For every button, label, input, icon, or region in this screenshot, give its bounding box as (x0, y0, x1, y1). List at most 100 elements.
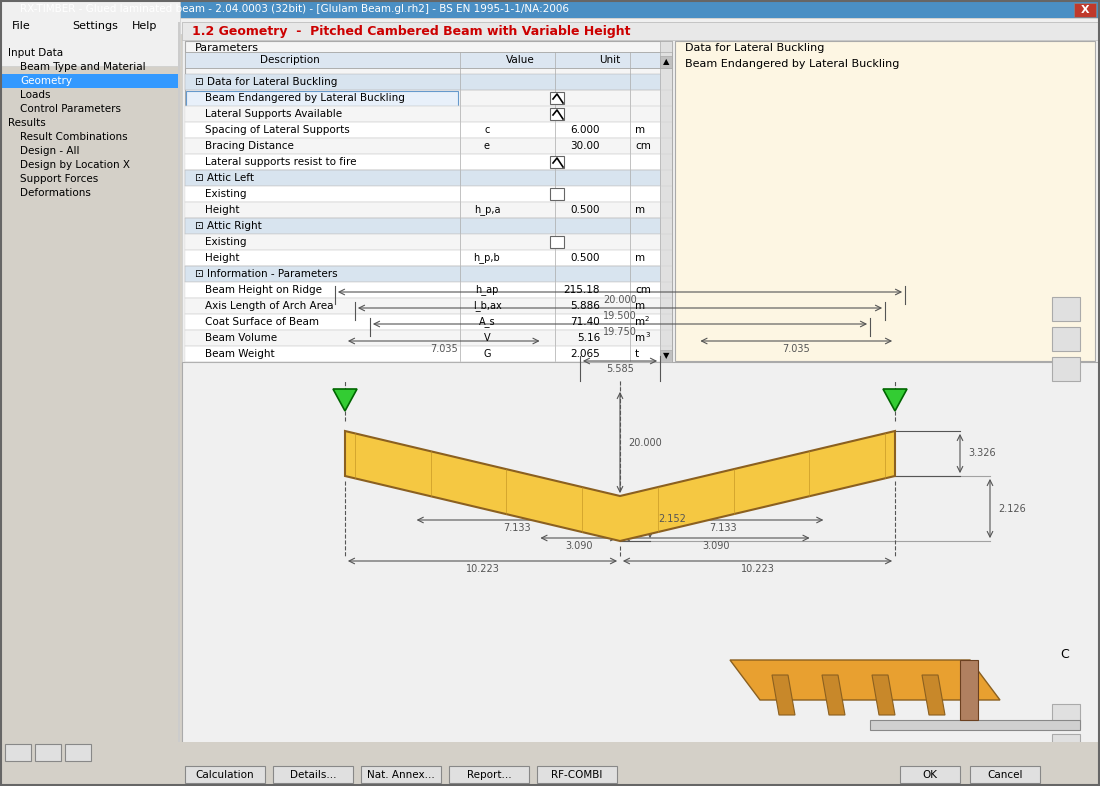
Bar (185, 138, 672, 154)
Text: Beam Volume: Beam Volume (205, 333, 277, 343)
Text: Report...: Report... (466, 770, 512, 780)
Text: 30.00: 30.00 (571, 141, 600, 151)
Text: Results: Results (8, 118, 46, 128)
Bar (0, 0, 180, 66)
Bar (1052, 327, 1080, 351)
Text: 2: 2 (645, 316, 649, 322)
Polygon shape (822, 675, 845, 715)
Bar (1052, 704, 1080, 728)
Bar (960, 660, 978, 720)
Text: 10.223: 10.223 (740, 564, 774, 574)
Text: h_p,b: h_p,b (474, 252, 500, 263)
Bar (65, 744, 91, 761)
Text: 7.133: 7.133 (503, 523, 530, 533)
Bar (361, 766, 441, 783)
Bar (0, 0, 1100, 18)
Polygon shape (870, 720, 1080, 730)
Text: 7.035: 7.035 (430, 344, 458, 354)
Text: Result Combinations: Result Combinations (20, 132, 128, 142)
Text: Bracing Distance: Bracing Distance (205, 141, 294, 151)
Text: 0.500: 0.500 (571, 253, 600, 263)
Bar (182, 22, 1100, 764)
Text: 2.065: 2.065 (570, 349, 600, 359)
Bar (185, 186, 672, 202)
Text: Beam Weight: Beam Weight (205, 349, 275, 359)
Text: m: m (635, 205, 645, 215)
Text: Existing: Existing (205, 237, 246, 247)
Bar (185, 330, 672, 346)
Text: A_s: A_s (478, 317, 495, 328)
Polygon shape (922, 675, 945, 715)
Text: RX-TIMBER - Glued laminated beam - 2.04.0003 (32bit) - [Glulam Beam.gl.rh2] - BS: RX-TIMBER - Glued laminated beam - 2.04.… (20, 4, 569, 14)
Polygon shape (730, 660, 1000, 700)
Bar (6, 744, 31, 761)
Text: Lateral Supports Available: Lateral Supports Available (205, 109, 342, 119)
Text: 71.40: 71.40 (570, 317, 600, 327)
Text: Design - All: Design - All (20, 146, 79, 156)
Polygon shape (345, 431, 895, 541)
Text: Unit: Unit (600, 55, 620, 65)
Bar (185, 154, 672, 170)
Bar (185, 122, 672, 138)
Text: RF-COMBI: RF-COMBI (551, 770, 603, 780)
Bar (550, 92, 564, 104)
Bar (1052, 357, 1080, 381)
Bar (185, 234, 672, 250)
Text: Nat. Annex...: Nat. Annex... (367, 770, 434, 780)
Bar (2, 74, 178, 88)
Text: X: X (1080, 5, 1089, 15)
Text: V: V (484, 333, 491, 343)
Text: 7.035: 7.035 (782, 344, 810, 354)
Text: Existing: Existing (205, 189, 246, 199)
Text: e: e (484, 141, 490, 151)
Bar (675, 41, 1094, 361)
Bar (185, 218, 672, 234)
Text: m: m (635, 301, 645, 311)
Text: G: G (483, 349, 491, 359)
Text: Value: Value (506, 55, 535, 65)
Bar (185, 106, 672, 122)
Text: 3.090: 3.090 (565, 541, 593, 551)
Bar (185, 298, 672, 314)
Text: m: m (635, 333, 645, 343)
Bar (0, 742, 1100, 764)
Bar (185, 266, 672, 282)
Text: Geometry: Geometry (20, 76, 72, 86)
Bar (185, 282, 672, 298)
Bar (1052, 297, 1080, 321)
Text: Spacing of Lateral Supports: Spacing of Lateral Supports (205, 125, 350, 135)
Text: 215.18: 215.18 (563, 285, 600, 295)
Text: Height: Height (205, 253, 240, 263)
Text: 5.886: 5.886 (570, 301, 600, 311)
Text: 1.2 Geometry  -  Pitched Cambered Beam with Variable Height: 1.2 Geometry - Pitched Cambered Beam wit… (192, 24, 630, 38)
Text: 3.090: 3.090 (703, 541, 730, 551)
Text: cm: cm (635, 285, 651, 295)
Text: h_ap: h_ap (475, 285, 498, 296)
Bar (0, 764, 1100, 786)
Bar (185, 52, 672, 68)
Bar (185, 170, 672, 186)
Bar (273, 766, 353, 783)
Text: t: t (635, 349, 639, 359)
Text: Description: Description (260, 55, 320, 65)
Text: ▼: ▼ (662, 351, 669, 361)
Bar (185, 346, 672, 362)
Text: ⊡ Information - Parameters: ⊡ Information - Parameters (195, 269, 338, 279)
Bar (1074, 3, 1096, 17)
Text: 2.126: 2.126 (998, 504, 1025, 513)
Text: Design by Location X: Design by Location X (20, 160, 130, 170)
Polygon shape (333, 389, 358, 411)
Bar (660, 56, 672, 68)
Text: Deformations: Deformations (20, 188, 91, 198)
Bar (537, 766, 617, 783)
Polygon shape (872, 675, 895, 715)
Text: 19.500: 19.500 (603, 311, 637, 321)
Text: m: m (635, 125, 645, 135)
Text: Beam Height on Ridge: Beam Height on Ridge (205, 285, 322, 295)
Text: Calculation: Calculation (196, 770, 254, 780)
Bar (185, 250, 672, 266)
Text: Lateral supports resist to fire: Lateral supports resist to fire (205, 157, 356, 167)
Text: ⊡ Attic Left: ⊡ Attic Left (195, 173, 254, 183)
Text: File: File (12, 21, 31, 31)
Polygon shape (772, 675, 795, 715)
